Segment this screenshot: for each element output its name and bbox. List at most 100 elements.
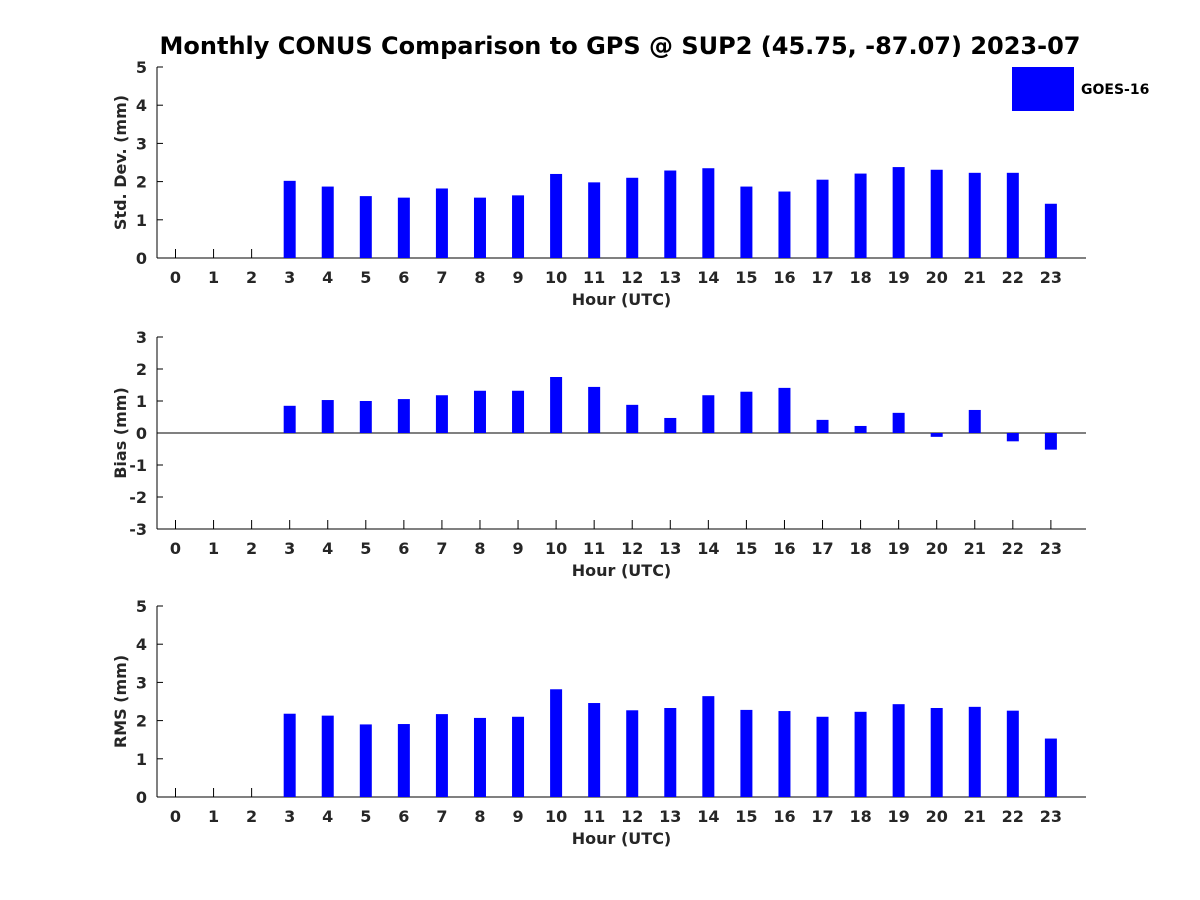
x-tick-label: 0 (170, 539, 181, 558)
y-tick-label: 0 (136, 249, 147, 268)
bar-hour-7 (435, 714, 448, 797)
x-tick-label: 12 (621, 807, 643, 826)
y-tick-label: 1 (136, 392, 147, 411)
bar-hour-16 (778, 387, 791, 433)
x-tick-label: 3 (284, 807, 295, 826)
bar-hour-9 (512, 716, 525, 797)
bar-hour-10 (550, 377, 563, 433)
x-axis-label: Hour (UTC) (572, 290, 672, 309)
bar-hour-19 (892, 412, 905, 433)
bar-hour-7 (435, 188, 448, 258)
x-tick-label: 18 (849, 539, 871, 558)
bar-hour-10 (550, 173, 563, 258)
bar-hour-12 (626, 404, 639, 433)
bar-hour-17 (816, 419, 829, 433)
x-tick-label: 9 (512, 807, 523, 826)
bar-hour-20 (930, 707, 943, 797)
x-tick-label: 3 (284, 268, 295, 287)
x-tick-label: 13 (659, 268, 681, 287)
x-tick-label: 7 (436, 807, 447, 826)
x-tick-label: 5 (360, 807, 371, 826)
bar-hour-4 (321, 186, 334, 258)
x-tick-label: 9 (512, 539, 523, 558)
y-tick-label: 4 (136, 635, 147, 654)
legend: GOES-16 (1012, 67, 1149, 111)
x-tick-label: 14 (697, 807, 719, 826)
bar-hour-19 (892, 167, 905, 258)
x-tick-label: 1 (208, 807, 219, 826)
bar-hour-15 (740, 391, 753, 433)
bar-hour-6 (397, 399, 410, 433)
x-tick-label: 23 (1040, 807, 1062, 826)
bar-hour-3 (283, 180, 296, 258)
x-tick-label: 21 (964, 268, 986, 287)
y-tick-label: 1 (136, 750, 147, 769)
x-tick-label: 7 (436, 539, 447, 558)
bar-hour-23 (1044, 738, 1057, 797)
x-tick-label: 1 (208, 539, 219, 558)
y-tick-label: -1 (129, 456, 147, 475)
x-tick-label: 10 (545, 539, 567, 558)
bar-hour-16 (778, 711, 791, 797)
y-tick-label: 2 (136, 173, 147, 192)
bar-hour-5 (359, 401, 372, 433)
y-axis-label: Bias (mm) (111, 387, 130, 479)
y-tick-label: 2 (136, 360, 147, 379)
y-tick-label: 3 (136, 134, 147, 153)
bar-hour-5 (359, 196, 372, 258)
x-tick-label: 17 (811, 807, 833, 826)
x-tick-label: 4 (322, 268, 333, 287)
bar-hour-18 (854, 711, 867, 797)
bar-hour-21 (968, 172, 981, 258)
bar-hour-9 (512, 195, 525, 258)
x-tick-label: 20 (926, 807, 948, 826)
bar-hour-23 (1044, 203, 1057, 258)
bar-hour-20 (930, 169, 943, 258)
bar-hour-15 (740, 186, 753, 258)
x-tick-label: 17 (811, 539, 833, 558)
x-tick-label: 16 (773, 268, 795, 287)
x-tick-label: 13 (659, 539, 681, 558)
y-tick-label: 4 (136, 96, 147, 115)
bar-hour-13 (664, 170, 677, 258)
bar-hour-12 (626, 710, 639, 797)
x-tick-label: 11 (583, 268, 605, 287)
bar-hour-6 (397, 197, 410, 258)
y-tick-label: -3 (129, 520, 147, 539)
bar-hour-12 (626, 177, 639, 258)
x-tick-label: 6 (398, 268, 409, 287)
bar-hour-11 (588, 703, 601, 797)
bar-hour-4 (321, 400, 334, 433)
x-tick-label: 2 (246, 268, 257, 287)
y-tick-label: 2 (136, 712, 147, 731)
x-tick-label: 16 (773, 539, 795, 558)
bar-hour-13 (664, 707, 677, 797)
x-tick-label: 1 (208, 268, 219, 287)
y-tick-label: 5 (136, 58, 147, 77)
bar-hour-11 (588, 386, 601, 433)
x-tick-label: 7 (436, 268, 447, 287)
x-tick-label: 6 (398, 807, 409, 826)
bar-hour-14 (702, 168, 715, 258)
chart-title: Monthly CONUS Comparison to GPS @ SUP2 (… (160, 32, 1081, 60)
bar-hour-18 (854, 173, 867, 258)
bar-hour-9 (512, 390, 525, 433)
x-tick-label: 18 (849, 807, 871, 826)
y-tick-label: 0 (136, 424, 147, 443)
bar-hour-16 (778, 191, 791, 258)
x-tick-label: 20 (926, 268, 948, 287)
bar-hour-20 (930, 433, 943, 437)
bar-hour-10 (550, 689, 563, 797)
x-tick-label: 19 (888, 807, 910, 826)
bar-hour-17 (816, 716, 829, 797)
x-tick-label: 19 (888, 268, 910, 287)
x-axis-label: Hour (UTC) (572, 561, 672, 580)
bar-hour-18 (854, 425, 867, 433)
x-tick-label: 10 (545, 807, 567, 826)
x-tick-label: 18 (849, 268, 871, 287)
y-axis-label: Std. Dev. (mm) (111, 95, 130, 230)
x-tick-label: 21 (964, 539, 986, 558)
